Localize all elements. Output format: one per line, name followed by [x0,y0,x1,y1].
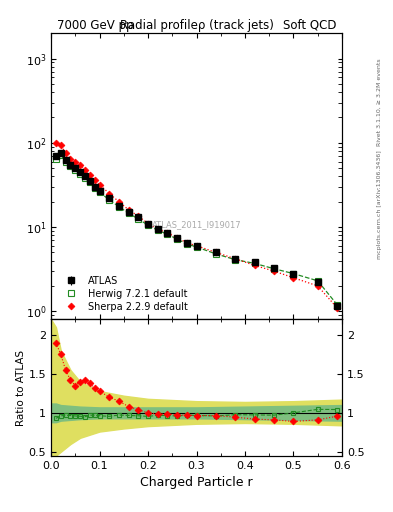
Herwig 7.2.1 default [53,156,58,162]
Sherpa 2.2.9 default [315,283,320,289]
Sherpa 2.2.9 default [88,172,92,178]
Herwig 7.2.1 default [126,210,131,217]
Sherpa 2.2.9 default [184,240,189,246]
Herwig 7.2.1 default [213,251,218,257]
Sherpa 2.2.9 default [194,243,199,249]
Sherpa 2.2.9 default [165,230,170,236]
Sherpa 2.2.9 default [291,274,296,281]
Herwig 7.2.1 default [107,197,112,203]
Sherpa 2.2.9 default [92,177,97,183]
Herwig 7.2.1 default [97,189,102,195]
Herwig 7.2.1 default [59,152,63,158]
Sherpa 2.2.9 default [78,162,83,168]
Herwig 7.2.1 default [233,257,238,263]
Sherpa 2.2.9 default [68,156,73,162]
Sherpa 2.2.9 default [73,158,78,164]
Sherpa 2.2.9 default [272,268,276,274]
Sherpa 2.2.9 default [83,166,87,173]
Herwig 7.2.1 default [175,236,180,242]
Sherpa 2.2.9 default [213,249,218,255]
Herwig 7.2.1 default [272,266,276,272]
Herwig 7.2.1 default [146,222,151,228]
Sherpa 2.2.9 default [175,234,180,241]
Herwig 7.2.1 default [117,203,121,209]
Sherpa 2.2.9 default [107,190,112,197]
Sherpa 2.2.9 default [252,262,257,268]
X-axis label: Charged Particle r: Charged Particle r [140,476,253,489]
Sherpa 2.2.9 default [155,226,160,232]
Sherpa 2.2.9 default [97,181,102,187]
Sherpa 2.2.9 default [117,199,121,205]
Herwig 7.2.1 default [78,170,83,177]
Text: mcplots.cern.ch [arXiv:1306.3436]: mcplots.cern.ch [arXiv:1306.3436] [377,151,382,259]
Herwig 7.2.1 default [68,163,73,169]
Line: Sherpa 2.2.9 default: Sherpa 2.2.9 default [53,140,340,310]
Sherpa 2.2.9 default [146,221,151,227]
Herwig 7.2.1 default [73,166,78,173]
Text: Rivet 3.1.10, ≥ 3.2M events: Rivet 3.1.10, ≥ 3.2M events [377,58,382,146]
Y-axis label: Ratio to ATLAS: Ratio to ATLAS [16,350,26,425]
Sherpa 2.2.9 default [53,140,58,146]
Sherpa 2.2.9 default [63,151,68,157]
Herwig 7.2.1 default [194,244,199,250]
Text: 7000 GeV pp: 7000 GeV pp [57,19,133,32]
Sherpa 2.2.9 default [335,305,340,311]
Sherpa 2.2.9 default [126,207,131,213]
Legend: ATLAS, Herwig 7.2.1 default, Sherpa 2.2.9 default: ATLAS, Herwig 7.2.1 default, Sherpa 2.2.… [56,273,191,314]
Herwig 7.2.1 default [63,158,68,164]
Herwig 7.2.1 default [88,179,92,185]
Herwig 7.2.1 default [165,231,170,238]
Herwig 7.2.1 default [252,260,257,266]
Text: Soft QCD: Soft QCD [283,19,336,32]
Herwig 7.2.1 default [83,175,87,181]
Herwig 7.2.1 default [315,278,320,284]
Herwig 7.2.1 default [155,227,160,233]
Line: Herwig 7.2.1 default: Herwig 7.2.1 default [53,152,340,307]
Title: Radial profileρ (track jets): Radial profileρ (track jets) [119,19,274,32]
Text: ATLAS_2011_I919017: ATLAS_2011_I919017 [152,221,241,229]
Herwig 7.2.1 default [92,185,97,191]
Herwig 7.2.1 default [291,270,296,276]
Sherpa 2.2.9 default [136,213,141,219]
Herwig 7.2.1 default [184,241,189,247]
Sherpa 2.2.9 default [59,142,63,148]
Herwig 7.2.1 default [335,302,340,308]
Sherpa 2.2.9 default [233,255,238,262]
Herwig 7.2.1 default [136,216,141,222]
